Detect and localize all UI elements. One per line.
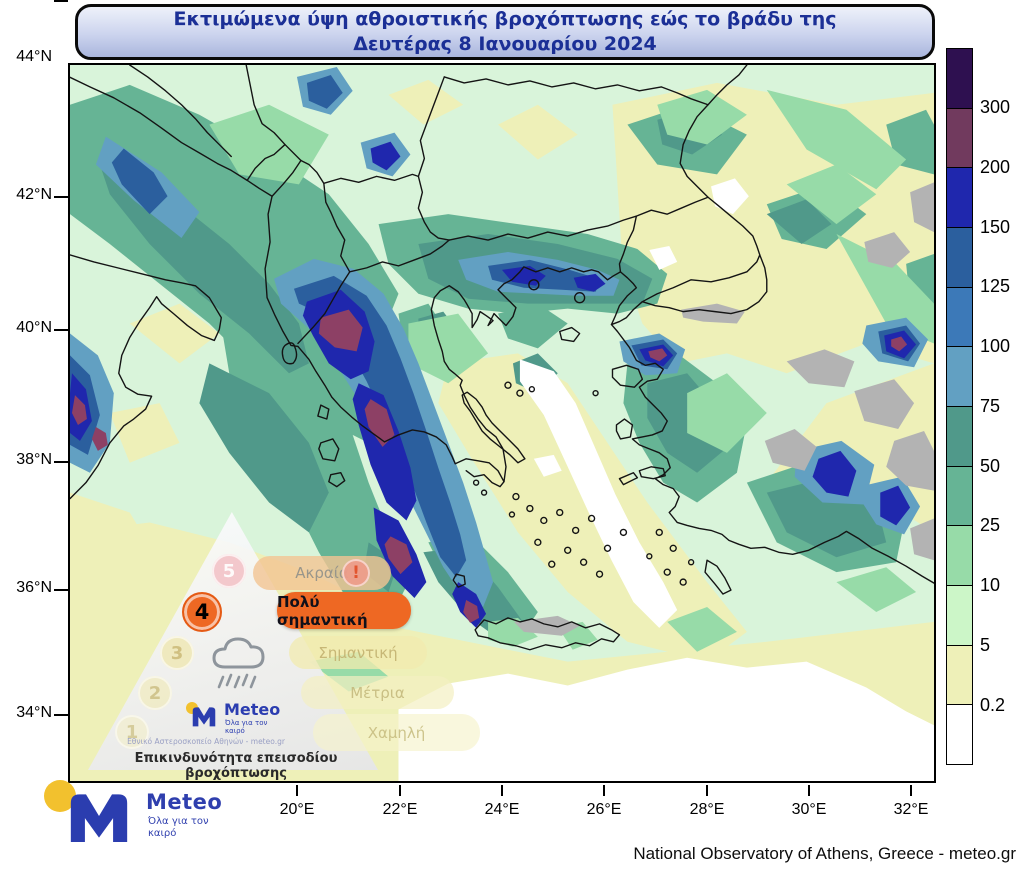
meteo-logo-tagline: Όλα για τον καιρό [148,816,209,839]
lat-label: 38°N [16,451,52,468]
lon-tick [296,785,298,796]
risk-level-pill-1: Χαμηλή [313,714,480,751]
meteo-mini-logo: Meteo Όλα για τον καιρό [186,700,296,736]
risk-level-pill-4-active: Πολύ σημαντική [277,592,411,629]
meteo-logo-mark [191,705,217,731]
title-line-2: Δευτέρας 8 Ιανουαρίου 2024 [353,33,657,55]
risk-level-badge-5: 5 [212,554,246,588]
risk-level-badge-4-active: 4 [182,592,222,632]
lat-label: 34°N [16,704,52,721]
risk-level-badge-3: 3 [160,636,194,670]
meteo-mini-logo-tagline: Όλα για τον καιρό [225,719,268,736]
colorbar-label: 125 [980,276,1011,296]
meteo-logo-dot [44,780,76,812]
lat-label: 42°N [16,186,52,203]
lon-tick [501,785,503,796]
warning-icon: ! [342,559,370,587]
lat-label: 36°N [16,579,52,596]
colorbar-label: 100 [980,336,1011,356]
lon-label: 28°E [689,801,725,818]
colorbar-segment [947,108,972,169]
risk-level-pill-5: Ακραία [253,556,391,590]
colorbar-label: 10 [980,575,1001,595]
colorbar-label: 0.2 [980,695,1006,715]
title-line-1: Εκτιμώμενα ύψη αθροιστικής βροχόπτωσης ε… [173,7,837,30]
meteo-org-text: Εθνικό Αστεροσκοπείο Αθηνών - meteo.gr [127,737,285,746]
lat-tick [54,329,68,331]
risk-level-badge-1: 1 [115,715,149,749]
meteo-mini-logo-name: Meteo [224,700,281,719]
page-title: Εκτιμώμενα ύψη αθροιστικής βροχόπτωσης ε… [75,4,935,60]
lon-label: 32°E [893,801,929,818]
lat-tick [54,196,68,198]
lat-tick [54,589,68,591]
cloud-rain-icon [205,633,275,699]
lon-label: 30°E [791,801,827,818]
colorbar-segment [947,347,972,408]
risk-level-pill-2: Μέτρια [301,676,454,709]
colorbar-label: 50 [980,456,1001,476]
attribution: National Observatory of Athens, Greece -… [633,844,1016,863]
lat-tick [54,0,68,2]
lon-tick [808,785,810,796]
colorbar [946,48,973,765]
risk-level-badge-2: 2 [138,676,172,710]
colorbar-label: 200 [980,157,1011,177]
lon-label: 22°E [382,801,418,818]
colorbar-segment [947,228,972,288]
meteo-logo-name: Meteo [146,790,223,814]
meteo-logo-mark [58,790,140,846]
colorbar-segment [947,645,972,706]
colorbar-segment [947,407,972,467]
colorbar-segment [947,705,972,765]
colorbar-segment [947,168,972,229]
colorbar-segment [947,49,972,109]
colorbar-segment [947,586,972,646]
lon-tick [706,785,708,796]
lon-tick [910,785,912,796]
lat-label: 40°N [16,319,52,336]
lon-tick [603,785,605,796]
colorbar-segment [947,466,972,527]
lat-tick [54,461,68,463]
colorbar-label: 75 [980,396,1001,416]
lon-label: 24°E [484,801,520,818]
colorbar-segment [947,287,972,348]
colorbar-label: 300 [980,97,1011,117]
colorbar-label: 5 [980,635,991,655]
lon-tick [399,785,401,796]
risk-pyramid-caption: Επικινδυνότητα επεισοδίου βροχόπτωσης [134,751,338,781]
lat-tick [54,714,68,716]
colorbar-label: 150 [980,217,1011,237]
risk-level-pill-3: Σημαντική [289,636,427,669]
lat-label: 44°N [16,48,52,65]
lon-label: 26°E [586,801,622,818]
colorbar-label: 25 [980,515,1001,535]
colorbar-segment [947,526,972,587]
lon-label: 20°E [279,801,315,818]
